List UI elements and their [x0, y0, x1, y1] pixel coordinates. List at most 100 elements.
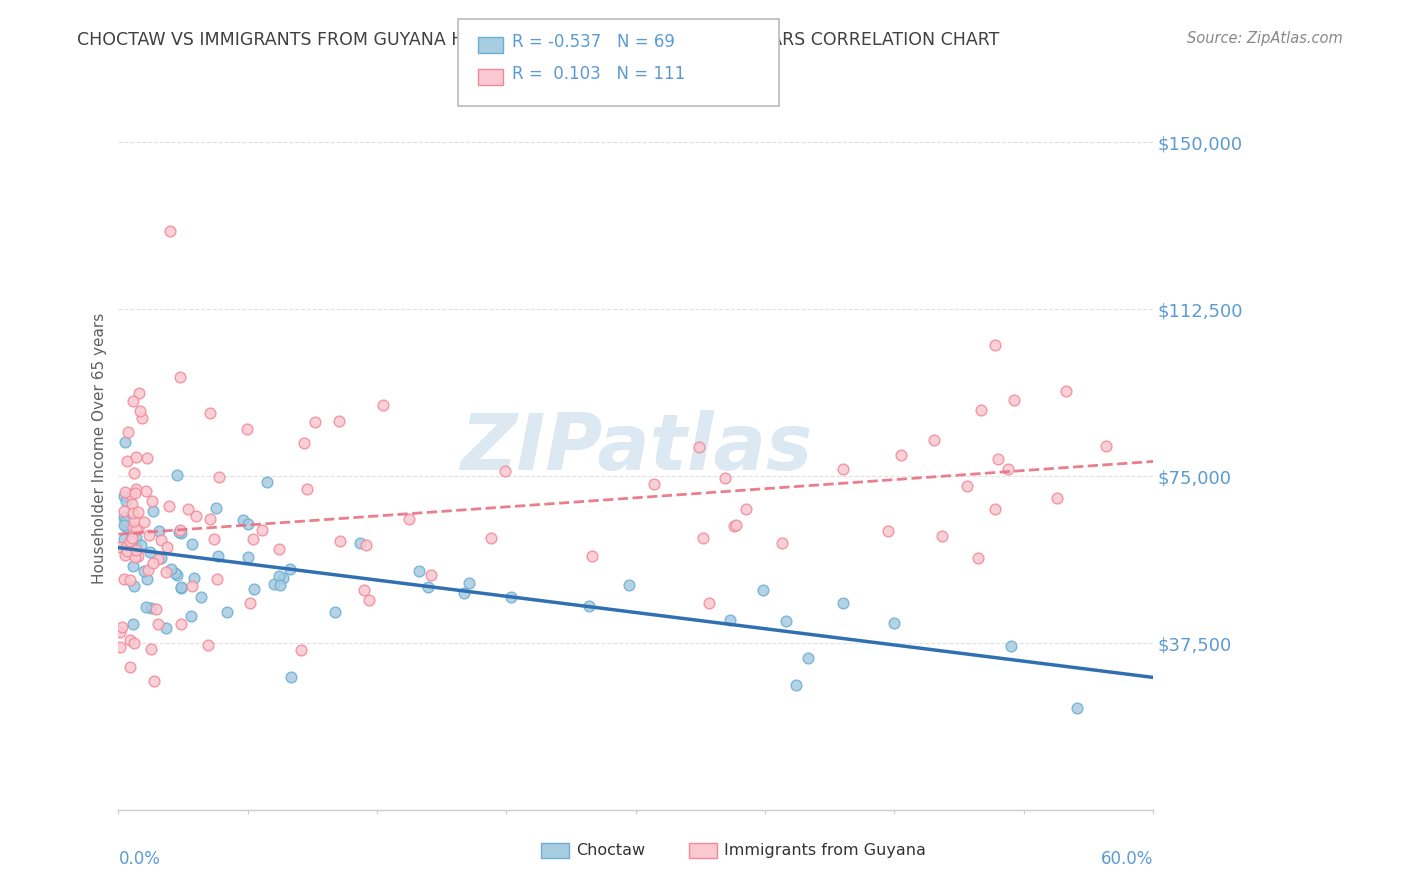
Point [796, 650, 818, 665]
Point [114, 549, 136, 563]
Point [166, 567, 188, 582]
Point [371, 398, 394, 412]
Point [501, 590, 523, 604]
Point [120, 660, 142, 674]
Point [215, 605, 238, 619]
Point [581, 549, 603, 564]
Point [1045, 491, 1067, 506]
Point [149, 550, 172, 565]
Point [125, 482, 148, 496]
Point [143, 674, 166, 689]
Point [357, 592, 380, 607]
Point [121, 497, 143, 511]
Point [155, 565, 177, 579]
Point [883, 616, 905, 631]
Point [280, 671, 302, 685]
Point [112, 572, 135, 586]
Point [136, 572, 159, 586]
Point [295, 482, 318, 496]
Point [970, 402, 993, 417]
Point [398, 512, 420, 526]
Point [141, 601, 163, 615]
Point [619, 578, 641, 592]
Point [176, 501, 198, 516]
Point [267, 568, 290, 582]
Point [159, 561, 181, 575]
Point [112, 541, 135, 555]
Point [122, 617, 145, 632]
Point [131, 411, 153, 425]
Point [110, 640, 132, 654]
Point [495, 464, 517, 478]
Point [115, 544, 138, 558]
Point [120, 632, 142, 647]
Point [142, 557, 165, 571]
Point [146, 552, 169, 566]
Point [108, 540, 131, 554]
Point [149, 533, 172, 547]
Point [129, 538, 152, 552]
Point [169, 524, 191, 539]
Point [643, 476, 665, 491]
Point [114, 434, 136, 449]
Point [236, 550, 259, 565]
Point [183, 571, 205, 585]
Point [170, 580, 193, 594]
Point [112, 532, 135, 546]
Point [1002, 392, 1025, 407]
Point [169, 370, 191, 384]
Text: CHOCTAW VS IMMIGRANTS FROM GUYANA HOUSEHOLDER INCOME OVER 65 YEARS CORRELATION C: CHOCTAW VS IMMIGRANTS FROM GUYANA HOUSEH… [77, 31, 1000, 49]
Text: Source: ZipAtlas.com: Source: ZipAtlas.com [1187, 31, 1343, 46]
Point [207, 469, 229, 483]
Point [142, 504, 165, 518]
Point [115, 454, 138, 468]
Text: ZIPatlas: ZIPatlas [460, 410, 811, 486]
Point [108, 624, 131, 639]
Point [922, 433, 945, 447]
Point [200, 512, 222, 526]
Point [166, 468, 188, 483]
Point [124, 579, 146, 593]
Point [114, 485, 136, 500]
Text: R =  0.103   N = 111: R = 0.103 N = 111 [512, 65, 685, 83]
Point [267, 542, 290, 557]
Point [831, 462, 853, 476]
Point [135, 599, 157, 614]
Point [112, 518, 135, 533]
Point [263, 576, 285, 591]
Point [987, 451, 1010, 466]
Point [290, 643, 312, 657]
Point [122, 520, 145, 534]
Point [1054, 384, 1077, 398]
Point [578, 599, 600, 613]
Point [723, 519, 745, 533]
Point [112, 509, 135, 524]
Point [269, 578, 291, 592]
Point [416, 580, 439, 594]
Point [125, 542, 148, 557]
Point [453, 586, 475, 600]
Point [243, 582, 266, 597]
Point [271, 571, 294, 585]
Point [236, 517, 259, 532]
Point [138, 528, 160, 542]
Point [124, 636, 146, 650]
Point [408, 564, 430, 578]
Point [127, 505, 149, 519]
Point [329, 534, 352, 549]
Point [169, 617, 191, 632]
Text: 60.0%: 60.0% [1101, 850, 1153, 868]
Point [124, 540, 146, 554]
Point [692, 531, 714, 545]
Point [356, 538, 378, 552]
Point [725, 518, 748, 533]
Point [136, 563, 159, 577]
Point [125, 531, 148, 545]
Point [112, 489, 135, 503]
Point [134, 515, 156, 529]
Point [141, 494, 163, 508]
Point [202, 532, 225, 546]
Point [181, 537, 204, 551]
Point [770, 536, 793, 550]
Point [1000, 639, 1022, 653]
